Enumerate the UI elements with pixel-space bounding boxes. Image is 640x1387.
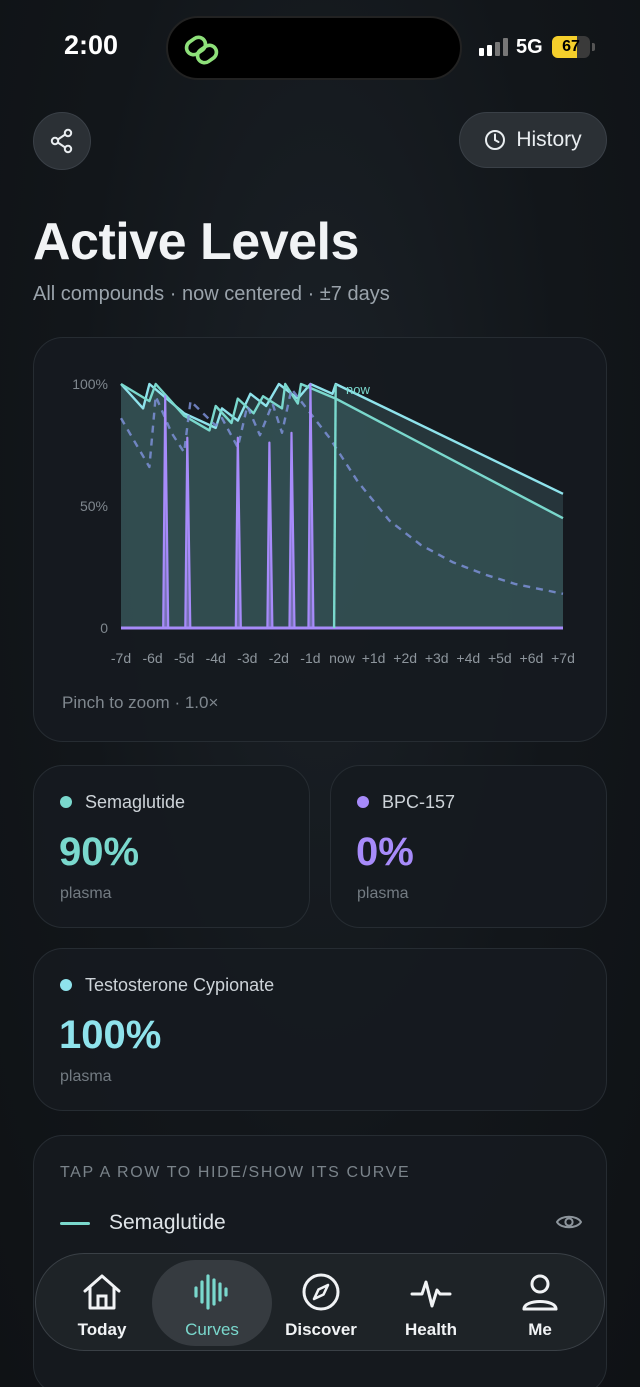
curve-color-swatch xyxy=(60,1222,90,1225)
compound-level: 0% xyxy=(356,830,414,874)
compound-card-bpc-157[interactable]: BPC-157 0% plasma xyxy=(330,765,607,928)
compound-level: 90% xyxy=(59,830,140,874)
app-logo-icon xyxy=(184,35,219,65)
spike-mark xyxy=(162,395,170,629)
page-subtitle: All compounds · now centered · ±7 days xyxy=(33,283,390,305)
x-tick-label: +4d xyxy=(456,650,480,666)
series-line-2 xyxy=(119,387,564,595)
tab-me[interactable]: Me xyxy=(480,1254,600,1352)
tab-curves[interactable]: Curves xyxy=(152,1260,272,1346)
compass-icon xyxy=(302,1273,340,1311)
x-tick-label: now xyxy=(329,650,356,666)
x-tick-label: -4d xyxy=(206,650,226,666)
tab-label: Me xyxy=(528,1320,552,1339)
share-icon xyxy=(50,128,73,154)
series-area-1 xyxy=(121,384,563,628)
tab-label: Discover xyxy=(285,1320,357,1339)
tab-label: Curves xyxy=(185,1320,239,1339)
compound-name: Testosterone Cypionate xyxy=(85,975,275,995)
x-tick-label: -1d xyxy=(300,650,320,666)
y-tick-label: 50% xyxy=(80,498,108,514)
compound-level: 100% xyxy=(59,1013,162,1057)
zoom-hint: Pinch to zoom · 1.0× xyxy=(62,693,219,712)
compound-unit: plasma xyxy=(60,885,112,902)
compound-color-dot xyxy=(60,796,72,808)
battery-icon: 67 xyxy=(552,36,590,58)
tab-bar: Today Curves Discover Health xyxy=(35,1253,605,1351)
tab-today[interactable]: Today xyxy=(42,1254,162,1352)
x-tick-label: +6d xyxy=(520,650,544,666)
levels-chart[interactable]: 100% 50% 0-7d -6d -5d -4d -3d -2d -1d now +1d +2d +3… xyxy=(34,338,608,683)
x-tick-label: -5d xyxy=(174,650,194,666)
waveform-icon xyxy=(194,1274,228,1310)
share-button[interactable] xyxy=(33,112,91,170)
x-tick-label: +7d xyxy=(551,650,575,666)
battery-level: 67 xyxy=(562,38,580,55)
battery-nub xyxy=(592,43,595,51)
signal-icon xyxy=(479,38,508,56)
x-tick-label: +2d xyxy=(393,650,417,666)
x-tick-label: -3d xyxy=(237,650,257,666)
spike-mark xyxy=(266,441,274,629)
series-line-0 xyxy=(120,382,564,495)
dynamic-island xyxy=(166,16,462,80)
tab-label: Today xyxy=(77,1320,127,1339)
history-button[interactable]: History xyxy=(459,112,607,168)
heartbeat-icon xyxy=(410,1280,452,1308)
x-tick-label: +3d xyxy=(425,650,449,666)
y-tick-label: 100% xyxy=(72,376,108,392)
curve-row-label: Semaglutide xyxy=(109,1211,226,1234)
eye-icon[interactable] xyxy=(556,1212,582,1232)
tab-label: Health xyxy=(405,1320,457,1339)
compound-unit: plasma xyxy=(357,885,409,902)
compound-name: BPC-157 xyxy=(382,792,456,812)
levels-chart-card[interactable]: 100% 50% 0 -7d -6d -5d -4d -3d -2d -1d now +1d +2d +3… xyxy=(33,337,607,742)
tab-discover[interactable]: Discover xyxy=(261,1254,381,1352)
page-title: Active Levels xyxy=(33,213,359,271)
x-tick-label: +5d xyxy=(488,650,512,666)
tab-health[interactable]: Health xyxy=(371,1254,491,1352)
compound-color-dot xyxy=(357,796,369,808)
x-tick-label: -6d xyxy=(142,650,162,666)
house-icon xyxy=(83,1274,121,1310)
x-tick-label: +1d xyxy=(362,650,386,666)
person-icon xyxy=(522,1274,558,1311)
spike-mark xyxy=(288,431,296,629)
series-line-1 xyxy=(120,382,564,520)
series-area-0 xyxy=(121,384,563,628)
compound-unit: plasma xyxy=(60,1068,112,1085)
spike-mark xyxy=(234,436,242,629)
clock-icon xyxy=(485,130,506,150)
history-label: History xyxy=(516,128,582,151)
x-tick-label: -2d xyxy=(269,650,289,666)
now-jump-line xyxy=(332,383,337,629)
compound-color-dot xyxy=(60,979,72,991)
network-type: 5G xyxy=(516,36,543,58)
x-tick-label: -7d xyxy=(111,650,131,666)
compound-card-testosterone-cypionate[interactable]: Testosterone Cypionate 100% plasma xyxy=(33,948,607,1111)
spike-mark xyxy=(184,436,192,629)
curve-list-header: TAP A ROW TO HIDE/SHOW ITS CURVE xyxy=(60,1164,411,1181)
y-tick-label: 0 xyxy=(100,620,108,636)
status-time: 2:00 xyxy=(64,30,119,60)
now-label: now xyxy=(346,382,370,397)
status-bar: 2:00 5G 67 xyxy=(0,0,640,95)
spike-mark xyxy=(307,382,315,629)
compound-card-semaglutide[interactable]: Semaglutide 90% plasma xyxy=(33,765,310,928)
compound-name: Semaglutide xyxy=(85,792,186,812)
